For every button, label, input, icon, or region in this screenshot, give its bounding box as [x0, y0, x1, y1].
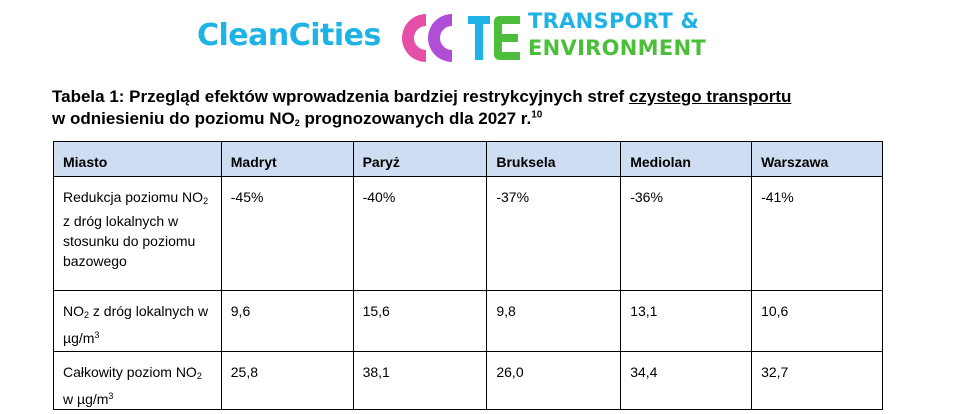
table-cell: -41%: [751, 176, 883, 291]
table-caption: Tabela 1: Przegląd efektów wprowadzenia …: [52, 86, 912, 134]
transport-environment-logo-icon: [468, 16, 520, 60]
table-cell: 9,8: [486, 290, 622, 352]
table-cell: -40%: [352, 176, 488, 291]
header-cell: Mediolan: [620, 141, 753, 177]
table-cell: 26,0: [486, 351, 622, 410]
table-cell: 38,1: [352, 351, 488, 410]
row-label-text: Całkowity poziom NO: [63, 364, 197, 380]
table-cell: -37%: [486, 176, 622, 291]
row-label-superscript: 3: [108, 391, 114, 401]
row-label: NO2 z dróg lokalnych w µg/m3: [53, 290, 222, 352]
logo-bar: CleanCities TRANSPORT & ENVIRONMENT: [0, 0, 956, 78]
caption-part1: Tabela 1: Przegląd efektów wprowadzenia …: [52, 87, 629, 106]
row-label-subscript: 2: [84, 310, 90, 320]
row-label-text: Redukcja poziomu NO: [63, 189, 204, 205]
te-logo-line2: ENVIRONMENT: [528, 36, 707, 60]
table-cell: -45%: [220, 176, 354, 291]
row-label-subscript: 2: [196, 371, 202, 381]
row-label: Redukcja poziomu NO2 z dróg lokalnych w …: [53, 176, 222, 291]
table-cell: 13,1: [620, 290, 753, 352]
row-label-subscript: 2: [203, 196, 209, 206]
row-label: Całkowity poziom NO2 w µg/m3: [53, 351, 222, 410]
table-header-row: Miasto Madryt Paryż Bruksela Mediolan Wa…: [53, 141, 883, 177]
table-cell: 15,6: [352, 290, 488, 352]
header-cell: Miasto: [53, 141, 222, 177]
caption-part2: w odniesieniu do poziomu NO: [52, 109, 295, 128]
caption-part3: prognozowanych dla 2027 r.: [299, 109, 532, 128]
transport-environment-logo-text: TRANSPORT & ENVIRONMENT: [528, 8, 706, 62]
table-row: Całkowity poziom NO2 w µg/m3 25,8 38,1 2…: [53, 351, 883, 410]
table-cell: 25,8: [220, 351, 354, 410]
table-row: Redukcja poziomu NO2 z dróg lokalnych w …: [53, 176, 883, 291]
table-cell: 10,6: [751, 290, 883, 352]
table-cell: 34,4: [620, 351, 753, 410]
table-cell: 9,6: [220, 290, 354, 352]
caption-underlined: czystego transportu: [628, 87, 792, 106]
header-cell: Paryż: [352, 141, 488, 177]
table-cell: -36%: [620, 176, 753, 291]
caption-footnote: 10: [531, 109, 543, 121]
row-label-superscript: 3: [94, 330, 100, 340]
comparison-table: Miasto Madryt Paryż Bruksela Mediolan Wa…: [53, 141, 883, 410]
row-label-text: NO: [63, 303, 84, 319]
table-row: NO2 z dróg lokalnych w µg/m3 9,6 15,6 9,…: [53, 290, 883, 352]
header-cell: Warszawa: [751, 141, 883, 177]
caption-subscript: 2: [294, 118, 300, 128]
header-cell: Bruksela: [486, 141, 622, 177]
header-cell: Madryt: [220, 141, 354, 177]
cleancities-logo-icon: [402, 14, 452, 62]
row-label-text: z dróg lokalnych w stosunku do poziomu b…: [63, 213, 196, 269]
table-cell: 32,7: [751, 351, 883, 410]
cleancities-logo-text: CleanCities: [197, 18, 381, 53]
row-label-text: z dróg lokalnych w µg/m: [63, 303, 209, 346]
te-logo-line1: TRANSPORT &: [528, 9, 700, 33]
row-label-text: w µg/m: [63, 391, 109, 407]
